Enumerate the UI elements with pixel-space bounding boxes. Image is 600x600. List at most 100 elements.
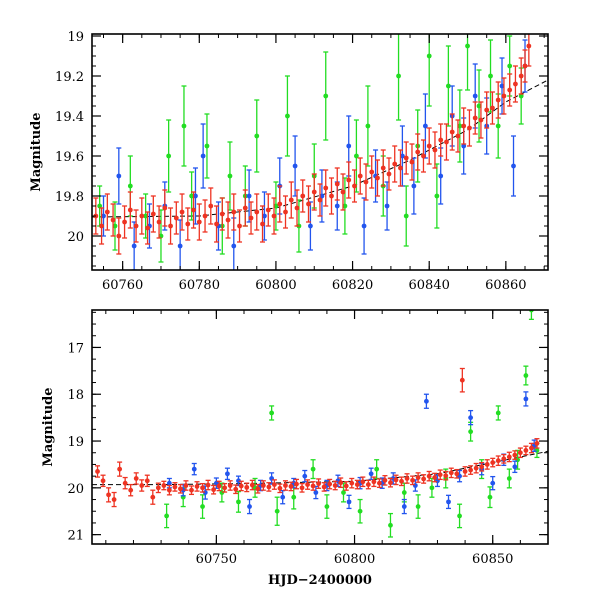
data-point (166, 484, 172, 496)
data-point (172, 482, 178, 492)
data-point (489, 91, 495, 125)
data-point (495, 455, 501, 467)
data-point (438, 147, 444, 205)
data-point (321, 482, 327, 492)
data-point (368, 467, 374, 481)
data-point (328, 177, 334, 215)
data-point (112, 201, 118, 251)
data-point (522, 49, 528, 83)
data-point (188, 485, 194, 496)
y-tick-label: 19 (67, 30, 84, 45)
data-point (196, 203, 202, 241)
data-point (271, 197, 277, 235)
data-point (478, 101, 484, 139)
data-point (457, 89, 463, 163)
data-point (432, 472, 438, 483)
data-point (247, 498, 253, 515)
data-point (313, 485, 319, 500)
data-point (479, 461, 485, 472)
data-point (461, 107, 467, 145)
data-point (288, 481, 294, 492)
data-point (302, 469, 308, 483)
data-point (334, 167, 340, 201)
data-point (445, 45, 451, 127)
top-axis-ticks: 60760 60780 60800 60820 60840 60860 19 19.2 19.4… (55, 30, 548, 293)
data-point (338, 477, 344, 489)
data-point (495, 81, 501, 119)
data-point (266, 482, 272, 492)
data-point (421, 474, 427, 484)
data-point (299, 482, 305, 493)
data-point (265, 193, 271, 227)
data-point (501, 77, 507, 115)
y-tick-label: 17 (67, 341, 84, 356)
data-point (507, 73, 513, 107)
data-point (403, 185, 409, 247)
data-point (233, 484, 239, 495)
data-point (397, 149, 403, 187)
data-point (517, 447, 523, 459)
y-tick-label: 21 (67, 529, 84, 544)
data-point (357, 498, 363, 524)
data-point (323, 51, 329, 141)
data-point (311, 173, 317, 211)
data-point (455, 119, 461, 153)
data-point (283, 195, 289, 229)
data-point (300, 179, 306, 213)
data-point (376, 478, 382, 489)
data-point (204, 113, 210, 179)
data-point (133, 472, 139, 485)
data-point (332, 480, 338, 491)
data-point (396, 34, 402, 121)
data-point (506, 468, 512, 489)
data-point (116, 147, 122, 205)
x-tick-label: 60780 (179, 278, 220, 293)
data-point (139, 197, 145, 235)
bottom-panel-frame (91, 309, 549, 545)
data-point (392, 145, 398, 183)
y-tick-label: 19.2 (55, 70, 84, 85)
data-point (225, 201, 231, 239)
data-point (284, 75, 290, 157)
y-tick-label: 19.8 (55, 190, 84, 205)
data-point (179, 193, 185, 231)
data-point (173, 201, 179, 235)
data-point (438, 123, 444, 157)
data-point (432, 131, 438, 169)
data-point (426, 127, 432, 165)
data-point (380, 149, 386, 187)
data-point (183, 480, 189, 491)
data-point (454, 468, 460, 479)
data-point (437, 469, 443, 481)
data-point (261, 191, 267, 241)
data-point (155, 482, 161, 494)
data-point (162, 189, 168, 227)
data-point (164, 503, 170, 529)
data-point (449, 113, 455, 151)
data-point (122, 205, 128, 239)
data-point (387, 512, 393, 538)
data-point (181, 85, 187, 167)
data-point (387, 477, 393, 488)
data-point (495, 405, 501, 421)
data-point (462, 466, 468, 477)
data-point (255, 483, 261, 494)
data-point (219, 197, 225, 231)
data-point (200, 494, 206, 519)
data-point (457, 503, 463, 529)
series-2 (93, 34, 532, 255)
data-point (100, 474, 106, 488)
data-point (403, 141, 409, 175)
data-point (246, 169, 252, 223)
data-point (523, 365, 529, 386)
data-point (351, 169, 357, 203)
data-point (242, 189, 248, 227)
data-point (127, 191, 133, 229)
data-point (305, 479, 311, 490)
data-point (523, 391, 529, 407)
data-point (128, 483, 134, 497)
series-0 (97, 34, 524, 263)
y-tick-label: 19.4 (55, 110, 84, 125)
data-point (443, 123, 449, 161)
data-point (415, 472, 421, 483)
